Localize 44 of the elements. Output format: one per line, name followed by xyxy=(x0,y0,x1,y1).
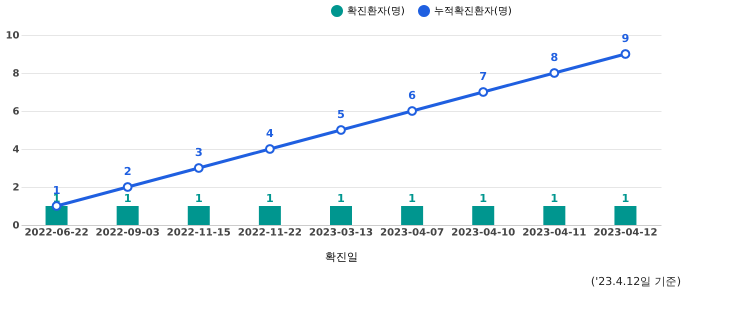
data-label: 4 xyxy=(266,127,274,140)
point xyxy=(52,201,62,211)
legend-label: 누적확진환자(명) xyxy=(434,6,512,17)
text: ('23.4.12일 기준) xyxy=(590,275,681,288)
x-tick-label: 2023-04-10 xyxy=(451,228,516,238)
data-label: 8 xyxy=(550,51,558,64)
data-label: 1 xyxy=(622,192,630,205)
point xyxy=(478,87,488,97)
x-tick-label: 2023-04-11 xyxy=(522,228,586,238)
data-label: 1 xyxy=(550,192,558,205)
x-tick-label: 2022-06-22 xyxy=(24,228,89,238)
point xyxy=(620,49,630,59)
data-label: 3 xyxy=(194,146,203,159)
data-label: 1 xyxy=(479,192,488,205)
data-label: 1 xyxy=(194,192,203,205)
x-tick-label: 2022-11-15 xyxy=(166,228,231,238)
x-tick-label: 2022-11-22 xyxy=(238,228,302,238)
data-label: 2 xyxy=(124,165,132,178)
point xyxy=(194,163,204,173)
data-label: 7 xyxy=(479,70,488,83)
data-label: 5 xyxy=(337,108,345,121)
data-label: 1 xyxy=(408,192,416,205)
point xyxy=(336,125,346,135)
x-tick-label: 2023-03-13 xyxy=(309,228,374,238)
y-tick-label: 4 xyxy=(12,144,20,156)
data-label: 9 xyxy=(622,32,630,45)
data-label: 1 xyxy=(124,192,132,205)
y-tick-label: 0 xyxy=(12,220,20,232)
point xyxy=(549,68,560,78)
y-tick-label: 2 xyxy=(12,182,20,194)
y-tick-label: 8 xyxy=(12,68,20,80)
x-tick-label: 2023-04-07 xyxy=(380,228,444,238)
legend-label: 확진환자(명) xyxy=(347,6,405,17)
x-tick-label: 2023-04-12 xyxy=(593,228,658,238)
data-label: 1 xyxy=(337,192,345,205)
data-label: 1 xyxy=(266,192,274,205)
data-label: 6 xyxy=(408,89,416,102)
point xyxy=(122,182,133,192)
x-axis-title: 확진일 xyxy=(325,250,358,264)
y-tick-label: 6 xyxy=(12,106,20,118)
point xyxy=(265,144,275,154)
y-tick-label: 10 xyxy=(6,30,20,42)
x-tick-label: 2022-09-03 xyxy=(96,228,160,238)
point xyxy=(407,106,417,116)
